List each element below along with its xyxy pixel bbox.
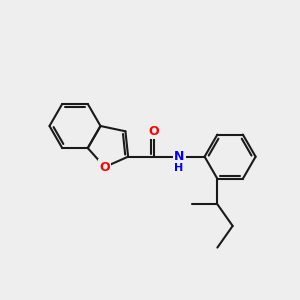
Text: O: O bbox=[148, 125, 159, 138]
Text: N: N bbox=[174, 150, 184, 163]
Text: O: O bbox=[100, 160, 110, 173]
Text: H: H bbox=[175, 163, 184, 173]
